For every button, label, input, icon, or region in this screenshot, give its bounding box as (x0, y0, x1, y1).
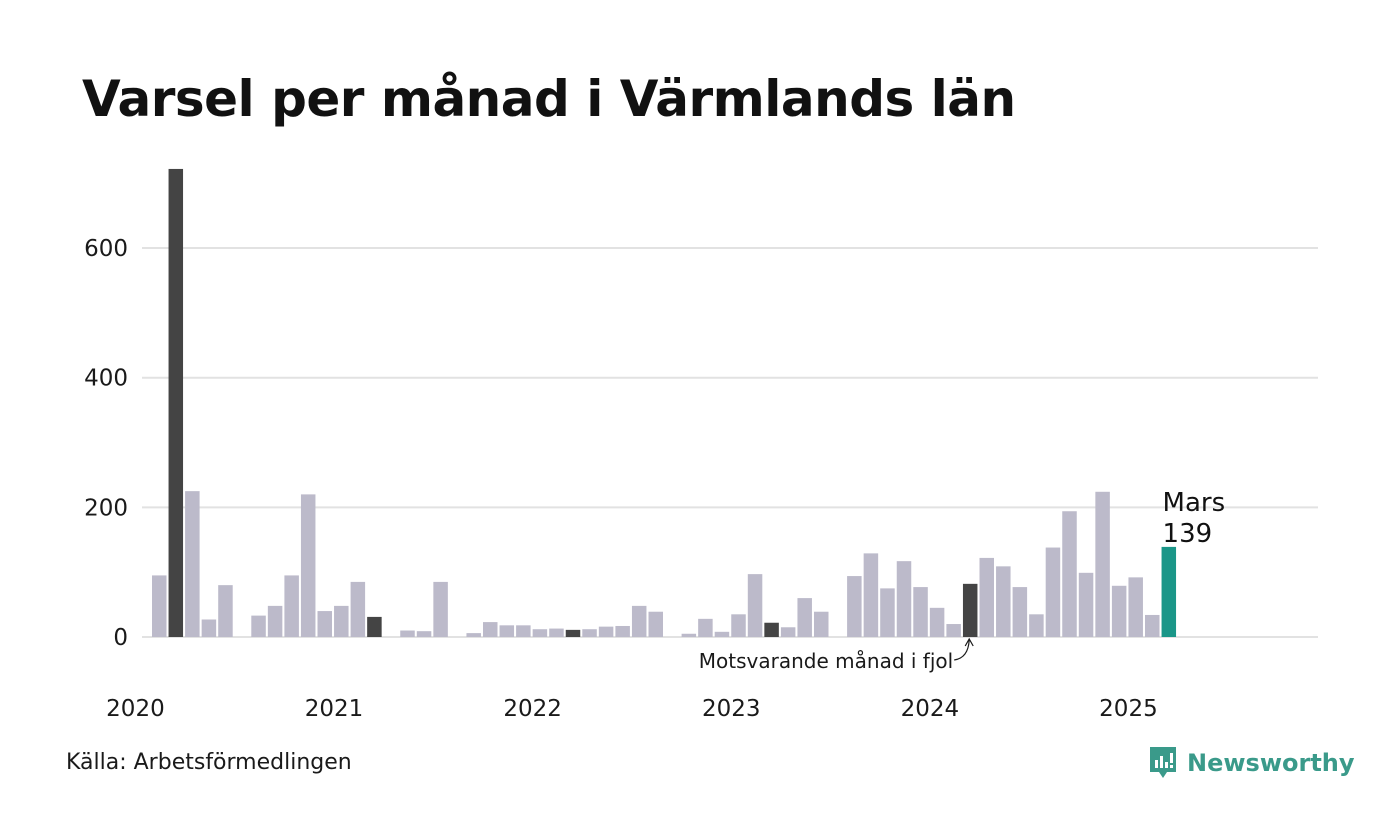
bar-2024-04 (979, 557, 994, 637)
bar-2024-09 (1062, 511, 1077, 637)
bar-2020-02 (152, 575, 167, 637)
bar-2022-10 (681, 633, 697, 637)
comparison-annotation-arrowhead (964, 637, 974, 647)
bar-2021-05 (400, 630, 415, 637)
comparison-annotation-arrow (954, 639, 970, 661)
bar-2020-06 (218, 585, 233, 637)
y-tick-label: 600 (84, 236, 128, 262)
brand-name: Newsworthy (1187, 749, 1355, 777)
bar-2023-10 (880, 588, 895, 637)
bar-2024-10 (1078, 572, 1094, 637)
bar-2020-08 (251, 615, 266, 637)
newsworthy-logo-icon (1150, 747, 1176, 778)
bar-2022-11 (698, 618, 713, 637)
bar-2022-01 (532, 629, 548, 637)
x-tick-label: 2023 (702, 696, 761, 722)
bar-2021-10 (483, 622, 498, 637)
bar-2023-03 (764, 622, 779, 637)
y-tick-label: 200 (84, 495, 128, 521)
bar-2020-09 (267, 605, 283, 637)
bar-2022-05 (598, 626, 614, 637)
comparison-annotation-label: Motsvarande månad i fjol (699, 649, 953, 673)
bars (152, 168, 1177, 637)
bar-2025-01 (1128, 577, 1143, 637)
bar-2023-12 (913, 587, 928, 637)
x-tick-label: 2022 (503, 696, 562, 722)
current-month-label: Mars (1163, 488, 1226, 518)
bar-2024-12 (1111, 585, 1127, 637)
y-tick-label: 400 (84, 366, 128, 392)
bar-2021-06 (416, 631, 432, 637)
bar-2023-02 (747, 574, 763, 637)
bar-2024-01 (929, 607, 945, 637)
bar-2025-02 (1145, 614, 1160, 637)
bar-2022-12 (714, 631, 730, 637)
bar-2024-05 (996, 566, 1011, 637)
bar-2023-06 (814, 611, 829, 637)
bar-2020-10 (284, 575, 299, 637)
bar-2021-12 (516, 625, 531, 637)
bar-2023-09 (863, 553, 879, 637)
bar-2022-04 (582, 629, 597, 637)
y-tick-label: 0 (113, 625, 128, 651)
bar-2023-05 (797, 598, 812, 637)
bar-2021-03 (367, 616, 382, 637)
bar-2020-11 (300, 494, 316, 637)
bar-2024-03 (962, 583, 978, 637)
bar-2020-04 (185, 491, 200, 637)
bar-2023-01 (731, 614, 746, 637)
y-axis-tick-labels: 0 200 400 600 (84, 236, 128, 651)
bar-2021-02 (350, 581, 366, 637)
bar-2024-02 (946, 624, 961, 637)
source-note: Källa: Arbetsförmedlingen (66, 750, 352, 775)
bar-2021-07 (433, 581, 448, 637)
bar-2024-08 (1045, 547, 1061, 637)
bar-2021-09 (466, 633, 481, 637)
chart-title: Varsel per månad i Värmlands län (82, 70, 1016, 128)
bar-2022-07 (631, 605, 647, 637)
x-tick-label: 2020 (106, 696, 165, 722)
bar-2020-12 (317, 611, 332, 637)
bar-2020-05 (201, 619, 217, 637)
bar-2024-07 (1029, 614, 1044, 637)
bar-2022-03 (565, 629, 581, 637)
x-axis-tick-labels: 2020 2021 2022 2023 2024 2025 (106, 696, 1158, 722)
x-tick-label: 2024 (901, 696, 960, 722)
current-value-label: 139 (1163, 519, 1213, 549)
brand-logo: Newsworthy (1148, 743, 1355, 783)
bar-2020-03 (168, 168, 184, 637)
bar-2022-06 (615, 625, 630, 637)
bar-2025-03 (1161, 546, 1177, 637)
bar-2023-11 (896, 561, 912, 637)
x-tick-label: 2021 (305, 696, 364, 722)
bar-2022-02 (549, 628, 564, 637)
bar-2024-11 (1095, 491, 1110, 637)
bar-2023-08 (847, 576, 862, 637)
bar-2021-11 (499, 625, 515, 637)
bar-2023-04 (780, 627, 796, 637)
bar-2024-06 (1012, 587, 1028, 637)
x-tick-label: 2025 (1099, 696, 1158, 722)
bar-2022-08 (648, 611, 663, 637)
bar-2021-01 (334, 605, 349, 637)
